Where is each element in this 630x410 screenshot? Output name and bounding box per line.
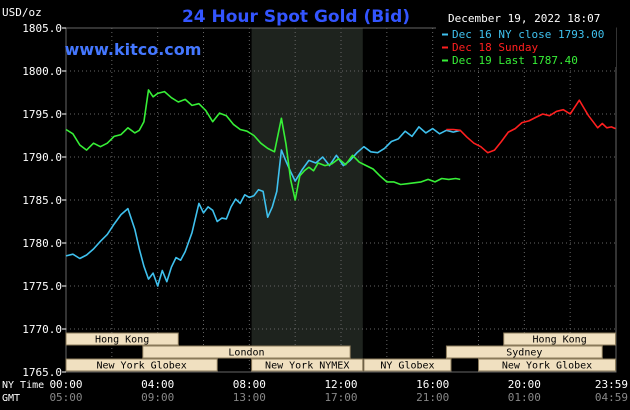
session-box: Sydney <box>445 345 603 359</box>
session-label: Hong Kong <box>533 335 587 346</box>
session-label: Hong Kong <box>95 335 149 346</box>
session-label: London <box>228 348 264 359</box>
y-axis-unit: USD/oz <box>2 6 42 19</box>
y-tick-label: 1775.0 <box>22 280 62 293</box>
x-tick-label-gmt: 09:00 <box>141 391 174 404</box>
session-label: New York NYMEX <box>265 361 349 372</box>
x-tick-label-gmt: 21:00 <box>416 391 449 404</box>
series-line-1 <box>65 126 461 287</box>
y-tick-label: 1800.0 <box>22 65 62 78</box>
x-tick-label-ny: 04:00 <box>141 378 174 391</box>
x-tick-label-ny: 23:59 <box>595 378 628 391</box>
y-tick-label: 1785.0 <box>22 194 62 207</box>
x-tick-label-ny: 08:00 <box>233 378 266 391</box>
session-box: NY Globex <box>363 358 452 372</box>
session-bar <box>251 358 364 372</box>
x-tick-label-gmt: 17:00 <box>324 391 357 404</box>
watermark-text: www.kitco.com <box>65 40 202 59</box>
x-tick-label-gmt: 05:00 <box>49 391 82 404</box>
grid-lines <box>66 27 616 373</box>
legend-label: Dec 16 NY close 1793.00 <box>452 28 604 41</box>
session-box: New York Globex <box>65 358 218 372</box>
session-bar <box>503 332 617 346</box>
session-box: New York Globex <box>478 358 617 372</box>
market-sessions: Hong Kong London New York Globex New York N… <box>65 332 617 372</box>
session-bar <box>478 358 617 372</box>
price-series <box>65 89 616 287</box>
session-bar <box>363 358 452 372</box>
series-line-2 <box>446 99 616 154</box>
legend-item: Dec 18 Sunday <box>442 41 538 54</box>
gmt-row-label: GMT <box>2 393 20 404</box>
chart-title: 24 Hour Spot Gold (Bid) <box>182 7 410 27</box>
session-bar <box>142 345 351 359</box>
y-tick-label: 1805.0 <box>22 22 62 35</box>
y-axis-ticks: 1805.0 1800.0 1795.0 1790.0 1785.0 1780.0 1775… <box>22 22 66 379</box>
session-label: New York Globex <box>96 361 186 372</box>
x-tick-label-gmt: 01:00 <box>508 391 541 404</box>
session-bar <box>65 332 179 346</box>
x-tick-label-ny: 20:00 <box>508 378 541 391</box>
y-tick-label: 1765.0 <box>22 366 62 379</box>
session-bar <box>65 358 218 372</box>
x-tick-label-gmt: 13:00 <box>233 391 266 404</box>
series-line-3 <box>65 89 461 201</box>
x-tick-label-ny: 00:00 <box>49 378 82 391</box>
legend-label: Dec 18 Sunday <box>452 41 538 54</box>
y-tick-label: 1770.0 <box>22 323 62 336</box>
y-tick-label: 1780.0 <box>22 237 62 250</box>
y-tick-label: 1790.0 <box>22 151 62 164</box>
session-bar <box>445 345 603 359</box>
session-label: NY Globex <box>380 361 434 372</box>
session-box: Hong Kong <box>503 332 617 346</box>
legend-box <box>436 27 616 67</box>
x-tick-label-ny: 12:00 <box>324 378 357 391</box>
legend-item: Dec 16 NY close 1793.00 <box>442 28 604 41</box>
session-box: London <box>142 345 351 359</box>
session-label: Sydney <box>506 348 542 359</box>
session-box: New York NYMEX <box>251 358 364 372</box>
ny-time-row-label: NY Time <box>2 380 44 391</box>
x-tick-label-ny: 16:00 <box>416 378 449 391</box>
timestamp-label: December 19, 2022 18:07 <box>448 12 600 25</box>
y-tick-label: 1795.0 <box>22 108 62 121</box>
session-box: Hong Kong <box>65 332 179 346</box>
legend-label: Dec 19 Last 1787.40 <box>452 54 578 67</box>
x-tick-label-gmt: 04:59 <box>595 391 628 404</box>
legend-item: Dec 19 Last 1787.40 <box>442 54 578 67</box>
session-label: New York Globex <box>502 361 592 372</box>
